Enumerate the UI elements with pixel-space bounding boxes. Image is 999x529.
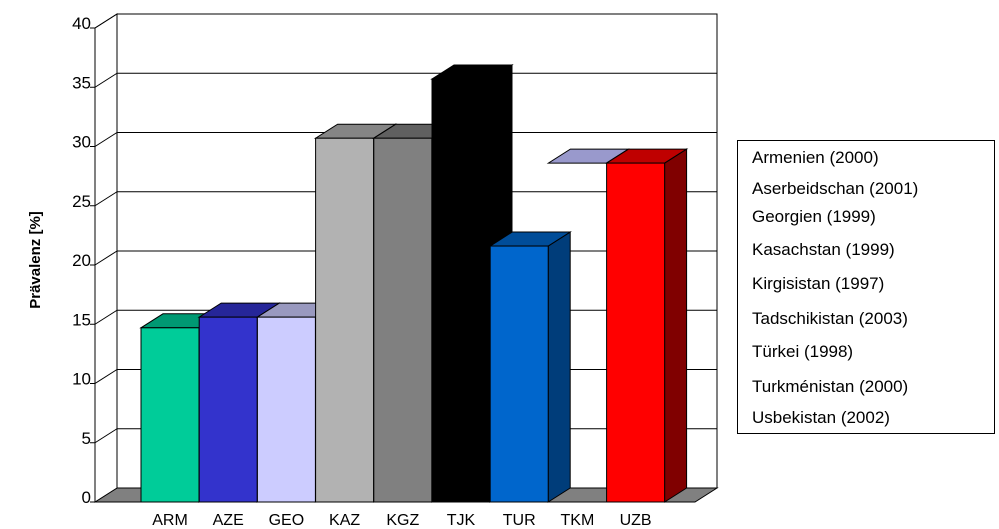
bar (489, 245, 549, 503)
x-axis-labels: ARM AZE GEO KAZ KGZ TJK TUR TKM UZB (152, 512, 651, 529)
bar (315, 137, 375, 503)
bar (198, 316, 258, 503)
legend-item: Aserbeidschan (2001) (752, 179, 919, 198)
bar-side (664, 148, 688, 503)
x-tick-label: GEO (269, 512, 305, 529)
gridline-side (94, 72, 118, 88)
bar (373, 137, 433, 503)
gridline-side (94, 428, 118, 444)
y-tick-label: 5 (82, 429, 91, 448)
legend-item: Kirgisistan (1997) (752, 274, 885, 293)
x-tick-label: TUR (503, 512, 536, 529)
gridline-side (94, 250, 118, 266)
y-tick-label: 30 (72, 133, 91, 152)
gridline-side (94, 13, 118, 29)
y-tick-label: 0 (82, 488, 91, 507)
y-axis-label: Prävalenz [%] (27, 211, 44, 309)
bar-side (547, 231, 571, 503)
legend: Armenien (2000) Aserbeidschan (2001) Geo… (737, 140, 995, 434)
gridline-side (94, 369, 118, 384)
bar (140, 327, 200, 503)
legend-item: Armenien (2000) (752, 148, 879, 167)
x-tick-label: ARM (152, 512, 188, 529)
gridline-side (94, 309, 118, 325)
y-tick-label: 20 (72, 251, 91, 270)
legend-item: Türkei (1998) (752, 342, 854, 361)
legend-item: Tadschikistan (2003) (752, 309, 908, 328)
bar (606, 162, 666, 503)
gridline-side (94, 191, 118, 207)
legend-item: Kasachstan (1999) (752, 240, 895, 259)
x-tick-label: TKM (561, 512, 595, 529)
x-tick-label: TJK (447, 512, 476, 529)
legend-item: Usbekistan (2002) (752, 408, 890, 427)
y-tick-label: 25 (72, 192, 91, 211)
bar (431, 78, 491, 503)
gridline-side (94, 132, 118, 147)
y-tick-label: 10 (72, 370, 91, 389)
bar (256, 316, 316, 503)
x-tick-label: KAZ (329, 512, 360, 529)
y-axis-ticks: 0 5 10 15 20 25 30 35 40 (72, 14, 695, 507)
x-tick-label: UZB (620, 512, 652, 529)
y-tick-label: 40 (72, 14, 91, 33)
y-tick-label: 15 (72, 310, 91, 329)
x-tick-label: KGZ (386, 512, 419, 529)
x-tick-label: AZE (213, 512, 244, 529)
bars (139, 64, 689, 503)
legend-item: Turkménistan (2000) (752, 377, 909, 396)
y-tick-label: 35 (72, 73, 91, 92)
legend-item: Georgien (1999) (752, 207, 876, 226)
